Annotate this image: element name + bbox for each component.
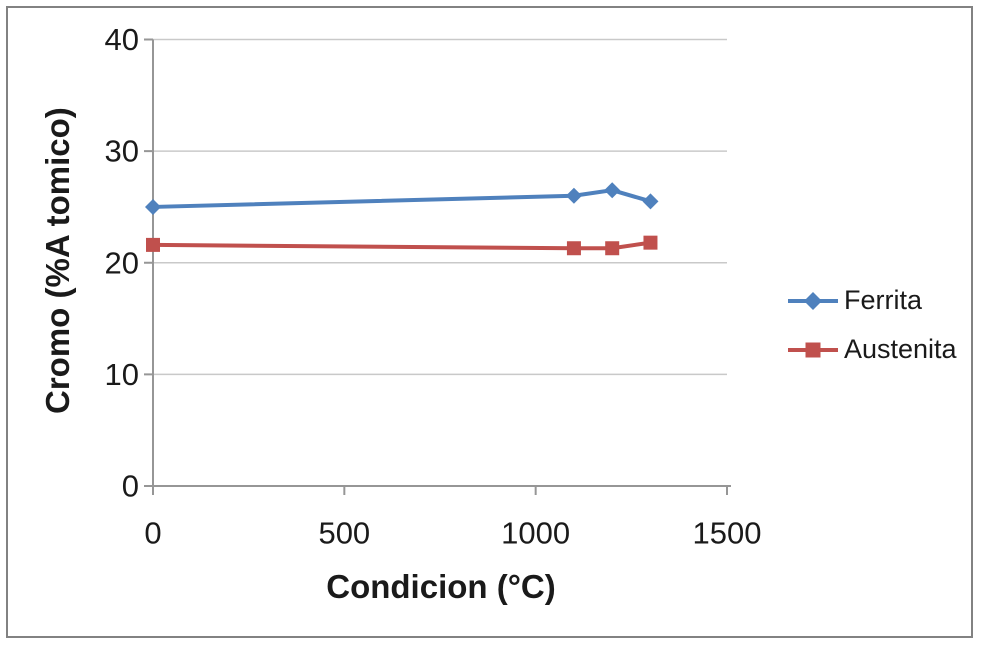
data-point-ferrita: [604, 182, 621, 199]
diamond-marker-icon: [804, 291, 822, 310]
x-tick-label: 500: [318, 516, 370, 551]
austenita-line-marker-icon: [788, 342, 838, 357]
y-tick-label: 30: [105, 134, 139, 169]
y-tick-label: 0: [122, 469, 139, 504]
x-tick-label: 1000: [501, 516, 570, 551]
ferrita-line-marker-icon: [788, 291, 838, 310]
data-point-ferrita: [565, 187, 582, 204]
data-point-austenita: [146, 237, 160, 252]
legend: Ferrita Austenita: [788, 276, 957, 374]
legend-item-label: Austenita: [844, 334, 957, 364]
x-tick-label: 1500: [693, 516, 762, 551]
data-point-ferrita: [145, 198, 161, 215]
y-axis-title: Cromo (%A tomico): [39, 107, 76, 414]
x-axis-title: Condicion (°C): [326, 568, 556, 605]
y-tick-label: 20: [105, 245, 139, 280]
series-line-austenita: [152, 240, 651, 251]
legend-item-label: Ferrita: [844, 285, 923, 315]
series-line-ferrita: [152, 188, 652, 209]
data-point-austenita: [566, 241, 581, 256]
legend-item-austenita: Austenita: [788, 325, 957, 374]
data-point-ferrita: [642, 193, 659, 210]
square-marker-icon: [805, 342, 821, 357]
legend-item-ferrita: Ferrita: [788, 276, 957, 325]
data-point-austenita: [605, 241, 620, 256]
y-tick-label: 10: [105, 357, 139, 392]
y-tick-label: 40: [105, 22, 139, 57]
x-tick-label: 0: [144, 516, 161, 551]
data-point-austenita: [643, 235, 658, 250]
